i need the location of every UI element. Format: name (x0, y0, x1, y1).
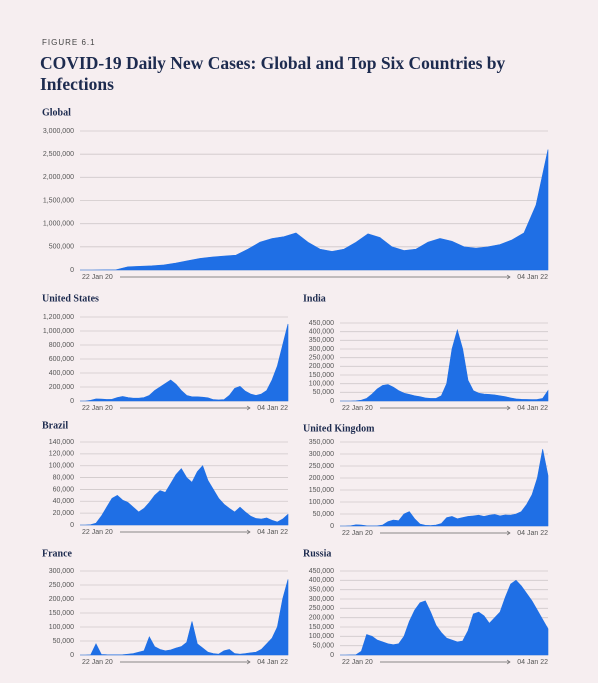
y-tick-label: 400,000 (49, 370, 74, 377)
chart-title: Global (42, 107, 71, 118)
y-tick-label: 400,000 (309, 329, 334, 336)
y-tick-label: 1,500,000 (43, 197, 74, 204)
y-tick-label: 100,000 (309, 633, 334, 640)
x-tick-label: 04 Jan 22 (517, 659, 548, 666)
chart-title: United Kingdom (303, 423, 375, 434)
y-tick-label: 1,000,000 (43, 328, 74, 335)
y-tick-label: 1,200,000 (43, 314, 74, 321)
y-tick-label: 350,000 (309, 337, 334, 344)
y-tick-label: 0 (70, 267, 74, 274)
x-tick-label: 22 Jan 20 (82, 659, 113, 666)
y-tick-label: 200,000 (309, 363, 334, 370)
y-tick-label: 500,000 (49, 244, 74, 251)
y-tick-label: 300,000 (309, 596, 334, 603)
y-tick-label: 300,000 (309, 346, 334, 353)
y-tick-label: 250,000 (309, 463, 334, 470)
y-tick-label: 800,000 (49, 342, 74, 349)
y-tick-label: 350,000 (309, 439, 334, 446)
x-tick-label: 22 Jan 20 (82, 274, 113, 281)
y-tick-label: 150,000 (309, 624, 334, 631)
y-tick-label: 150,000 (309, 487, 334, 494)
y-tick-label: 0 (330, 652, 334, 659)
y-tick-label: 2,500,000 (43, 151, 74, 158)
y-tick-label: 150,000 (49, 610, 74, 617)
y-tick-label: 450,000 (309, 568, 334, 575)
area (80, 579, 289, 656)
y-tick-label: 450,000 (309, 320, 334, 327)
y-tick-label: 300,000 (309, 451, 334, 458)
y-tick-label: 1,000,000 (43, 221, 74, 228)
y-tick-label: 0 (70, 522, 74, 529)
y-tick-label: 200,000 (309, 615, 334, 622)
y-tick-label: 0 (70, 398, 74, 405)
y-tick-label: 60,000 (53, 486, 75, 493)
y-tick-label: 20,000 (53, 510, 75, 517)
y-tick-label: 200,000 (309, 475, 334, 482)
y-tick-label: 40,000 (53, 498, 75, 505)
date-arrowhead (246, 405, 251, 411)
date-arrowhead (246, 659, 251, 665)
area (340, 579, 549, 656)
area (80, 323, 289, 402)
date-arrowhead (246, 529, 251, 535)
y-tick-label: 250,000 (309, 605, 334, 612)
figure-title: COVID-19 Daily New Cases: Global and Top… (40, 53, 506, 94)
chart-title: Brazil (42, 420, 68, 431)
y-tick-label: 150,000 (309, 372, 334, 379)
area (340, 328, 549, 402)
x-tick-label: 04 Jan 22 (257, 659, 288, 666)
chart-title: United States (42, 293, 99, 304)
y-tick-label: 50,000 (313, 511, 335, 518)
date-arrowhead (506, 659, 511, 665)
y-tick-label: 50,000 (53, 638, 75, 645)
y-tick-label: 2,000,000 (43, 174, 74, 181)
y-tick-label: 50,000 (313, 389, 335, 396)
x-tick-label: 22 Jan 20 (82, 405, 113, 412)
y-tick-label: 250,000 (49, 582, 74, 589)
y-tick-label: 100,000 (49, 463, 74, 470)
y-tick-label: 120,000 (49, 451, 74, 458)
area (80, 149, 549, 271)
y-tick-label: 200,000 (49, 384, 74, 391)
y-tick-label: 100,000 (309, 381, 334, 388)
y-tick-label: 0 (70, 652, 74, 659)
y-tick-label: 0 (330, 523, 334, 530)
x-tick-label: 04 Jan 22 (257, 405, 288, 412)
x-tick-label: 22 Jan 20 (342, 659, 373, 666)
y-tick-label: 100,000 (49, 624, 74, 631)
x-tick-label: 22 Jan 20 (342, 405, 373, 412)
x-tick-label: 04 Jan 22 (517, 405, 548, 412)
date-arrowhead (506, 274, 511, 280)
date-arrowhead (506, 530, 511, 536)
y-tick-label: 100,000 (309, 499, 334, 506)
x-tick-label: 04 Jan 22 (257, 529, 288, 536)
chart-title: Russia (303, 548, 331, 559)
y-tick-label: 200,000 (49, 596, 74, 603)
y-tick-label: 3,000,000 (43, 128, 74, 135)
date-arrowhead (506, 405, 511, 411)
y-tick-label: 50,000 (313, 643, 335, 650)
y-tick-label: 0 (330, 398, 334, 405)
y-tick-label: 400,000 (309, 577, 334, 584)
y-tick-label: 300,000 (49, 568, 74, 575)
area (340, 449, 549, 527)
y-tick-label: 600,000 (49, 356, 74, 363)
y-tick-label: 350,000 (309, 587, 334, 594)
chart-title: France (42, 548, 73, 559)
x-tick-label: 22 Jan 20 (82, 529, 113, 536)
figure-label: FIGURE 6.1 (42, 38, 96, 47)
title-box: COVID-19 Daily New Cases: Global and Top… (40, 53, 506, 94)
x-tick-label: 04 Jan 22 (517, 274, 548, 281)
y-tick-label: 140,000 (49, 439, 74, 446)
chart-title: India (303, 293, 326, 304)
area (80, 465, 289, 526)
x-tick-label: 22 Jan 20 (342, 530, 373, 537)
y-tick-label: 250,000 (309, 355, 334, 362)
x-tick-label: 04 Jan 22 (517, 530, 548, 537)
y-tick-label: 80,000 (53, 474, 75, 481)
